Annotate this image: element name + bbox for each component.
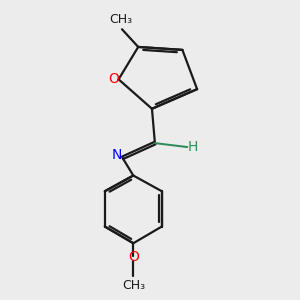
Text: O: O [108,72,119,86]
Text: H: H [188,140,198,154]
Text: N: N [112,148,122,163]
Text: CH₃: CH₃ [122,279,145,292]
Text: CH₃: CH₃ [109,13,132,26]
Text: O: O [128,250,139,264]
